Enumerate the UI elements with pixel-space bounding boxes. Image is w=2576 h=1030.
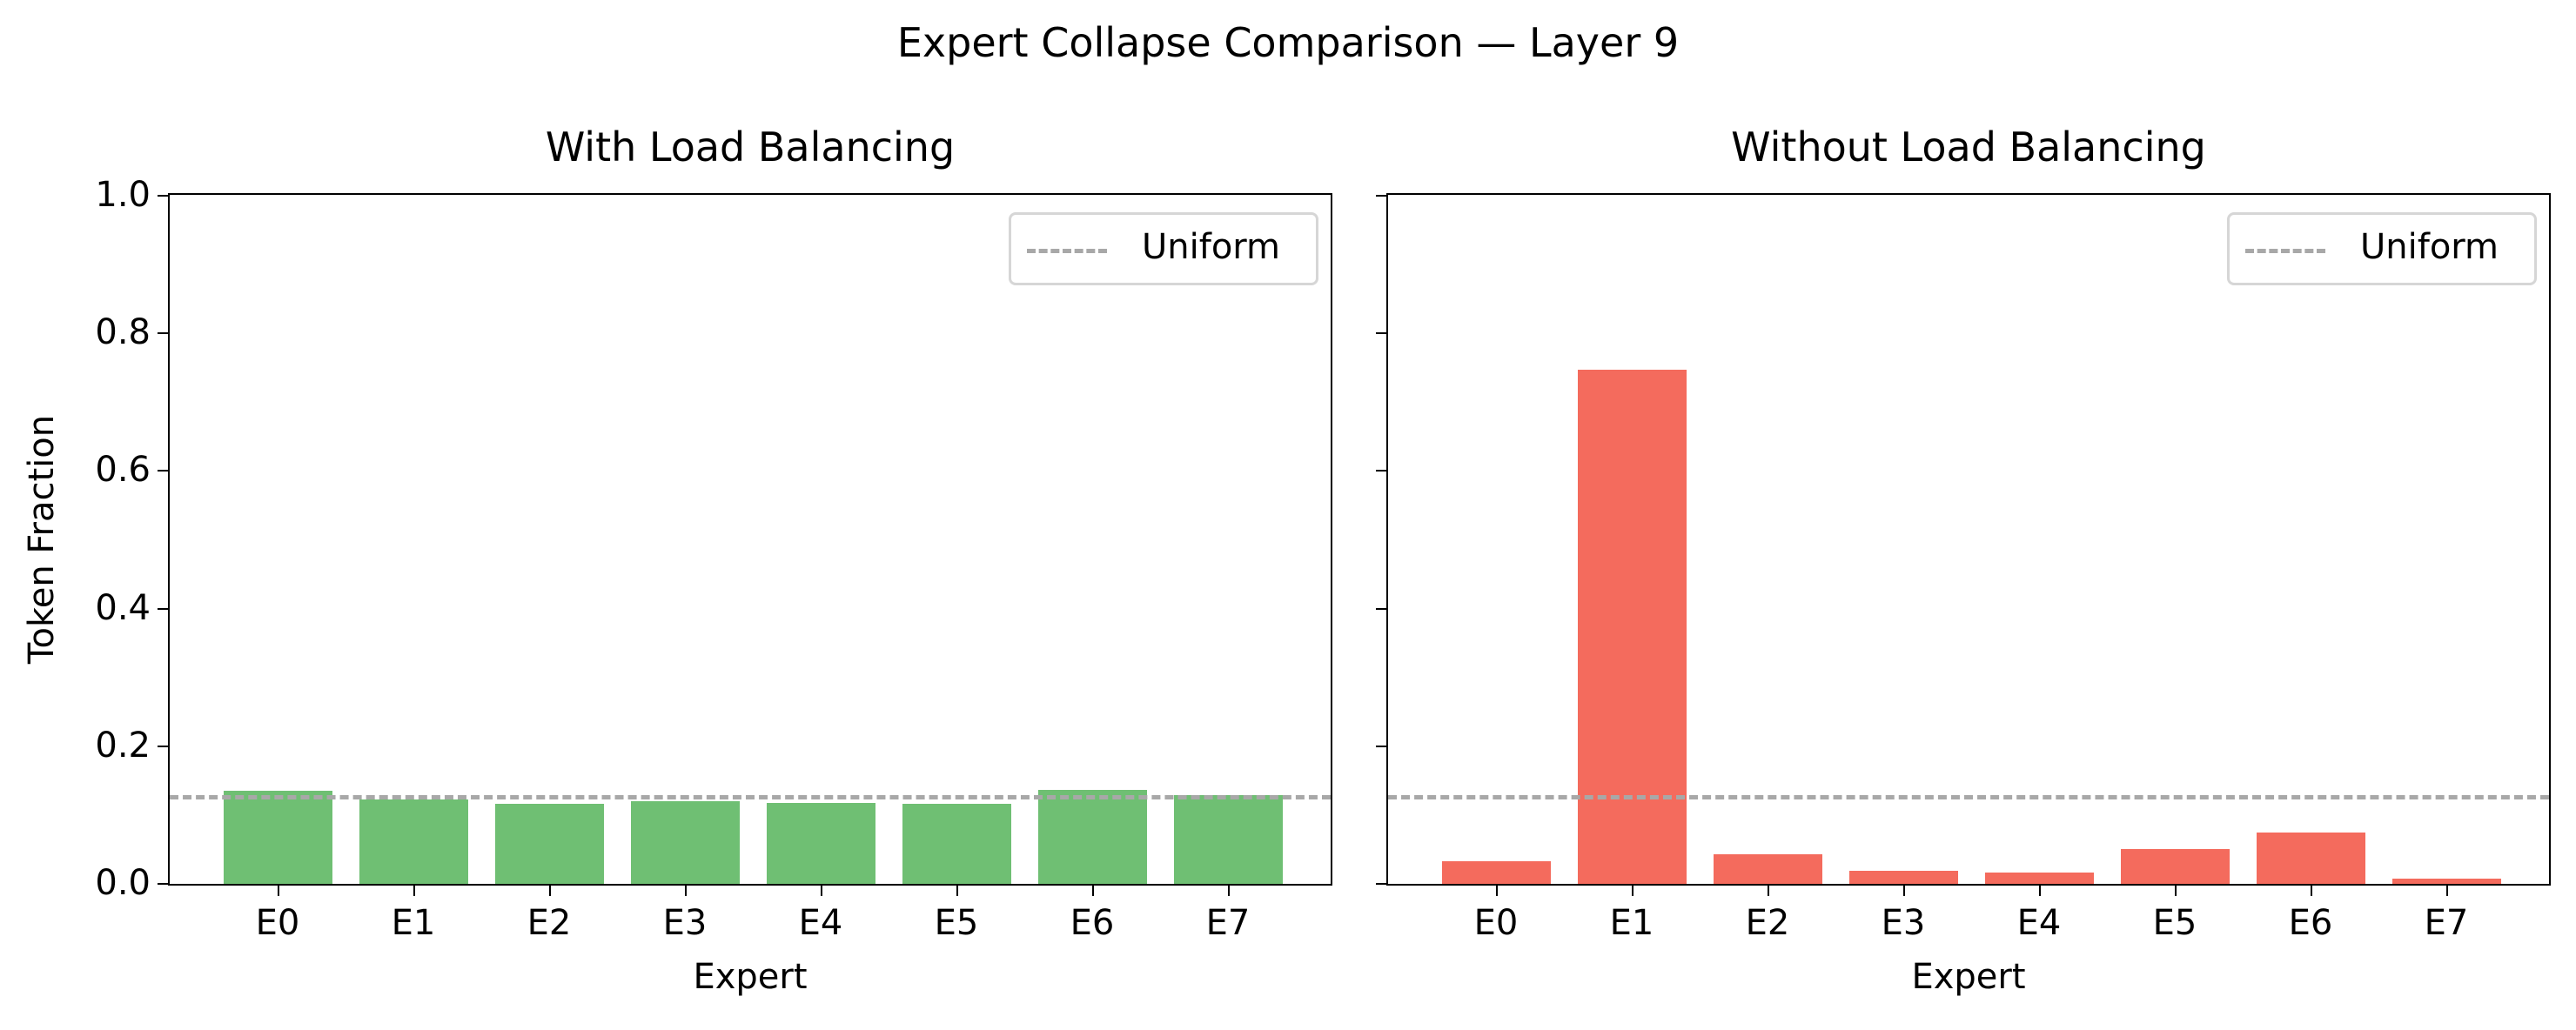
x-tick (2175, 884, 2177, 896)
x-tick-label: E1 (1609, 903, 1654, 943)
x-tick-label: E4 (2016, 903, 2062, 943)
bar-e4 (766, 803, 875, 884)
bar-e2 (494, 804, 604, 884)
bar-e1 (1577, 370, 1687, 884)
legend: Uniform (1009, 212, 1318, 285)
legend-label: Uniform (1142, 227, 1281, 267)
x-tick-label: E7 (2424, 903, 2469, 943)
bar-e3 (1848, 870, 1958, 884)
x-tick-label: E2 (1745, 903, 1790, 943)
y-tick (1376, 195, 1388, 197)
uniform-reference-line (170, 795, 1331, 800)
y-tick (1376, 745, 1388, 747)
x-tick-label: E5 (2152, 903, 2197, 943)
bar-e6 (2256, 833, 2365, 884)
bar-e2 (1713, 854, 1822, 884)
y-tick (1376, 470, 1388, 472)
x-tick (685, 884, 687, 896)
left-panel-title: With Load Balancing (545, 124, 956, 171)
bar-e5 (2120, 849, 2230, 884)
y-tick (158, 607, 170, 610)
x-tick-label: E3 (662, 903, 708, 943)
x-tick (821, 884, 822, 896)
x-tick-label: E3 (1881, 903, 1926, 943)
bar-e0 (1441, 860, 1551, 884)
bar-e3 (630, 801, 740, 884)
x-tick (1092, 884, 1094, 896)
x-tick-label: E6 (2288, 903, 2333, 943)
y-tick-label: 0.2 (95, 725, 151, 766)
y-tick (158, 745, 170, 747)
bar-e1 (359, 799, 468, 884)
x-tick (1228, 884, 1230, 896)
x-tick (1496, 884, 1498, 896)
x-tick-label: E6 (1070, 903, 1115, 943)
y-tick-label: 0.4 (95, 587, 151, 628)
legend-label: Uniform (2360, 227, 2499, 267)
x-tick-label: E1 (391, 903, 436, 943)
y-tick (158, 332, 170, 335)
x-tick (956, 884, 958, 896)
x-tick-label: E5 (934, 903, 979, 943)
x-tick (413, 884, 415, 896)
x-tick (2039, 884, 2041, 896)
x-tick (549, 884, 551, 896)
y-tick-label: 0.0 (95, 863, 151, 903)
x-tick-label: E7 (1205, 903, 1251, 943)
bar-e7 (2392, 878, 2501, 884)
left-panel-plot: 0.0 0.2 0.4 0.6 0.8 1.0 E0 E1 E2 E3 E4 E5 E6 E7 Expert… (95, 175, 1332, 997)
x-axis-label: Expert (1911, 957, 2026, 997)
x-tick-label: E0 (255, 903, 300, 943)
x-tick (278, 884, 279, 896)
x-tick (2446, 884, 2448, 896)
y-tick (158, 195, 170, 197)
bar-e0 (223, 791, 332, 884)
x-tick (1632, 884, 1633, 896)
x-tick-label: E4 (798, 903, 843, 943)
y-tick (1376, 332, 1388, 335)
bar-e5 (902, 804, 1011, 884)
figure-title: Expert Collapse Comparison — Layer 9 (896, 19, 1680, 66)
bar-e7 (1173, 794, 1283, 884)
dashed-line-icon (1027, 249, 1107, 253)
uniform-reference-line (1388, 795, 2549, 800)
x-tick (1903, 884, 1905, 896)
bar-e4 (1984, 873, 2094, 884)
y-tick (158, 470, 170, 472)
x-axis-label: Expert (693, 957, 808, 997)
y-tick (1376, 883, 1388, 885)
y-tick (1376, 607, 1388, 610)
y-tick-label: 0.6 (95, 450, 151, 491)
y-tick-label: 0.8 (95, 312, 151, 353)
dashed-line-icon (2245, 249, 2325, 253)
x-tick (1768, 884, 1769, 896)
x-tick-label: E0 (1473, 903, 1519, 943)
right-panel-title: Without Load Balancing (1731, 124, 2206, 171)
y-tick-label: 1.0 (95, 175, 151, 215)
bar-e6 (1037, 790, 1147, 884)
legend: Uniform (2227, 212, 2537, 285)
right-panel-plot: E0 E1 E2 E3 E4 E5 E6 E7 Expert Uniform (1376, 193, 2551, 997)
x-tick-label: E2 (527, 903, 572, 943)
x-tick (2311, 884, 2312, 896)
y-tick (158, 883, 170, 885)
y-axis-label: Token Fraction (22, 414, 62, 665)
